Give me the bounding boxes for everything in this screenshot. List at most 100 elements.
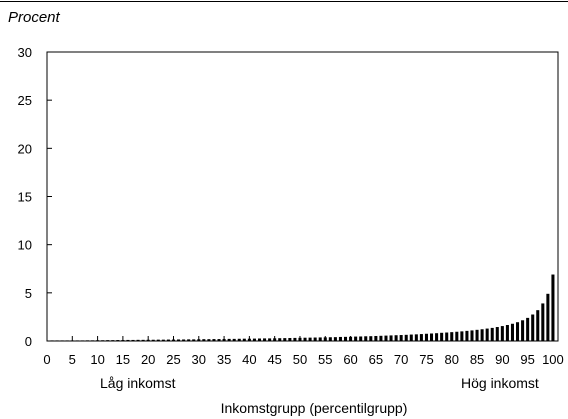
x-tick-label: 90 xyxy=(495,352,509,367)
bar xyxy=(111,340,115,341)
x-tick-label: 80 xyxy=(445,352,459,367)
unit-label: Procent xyxy=(8,9,61,26)
bar xyxy=(126,339,130,341)
bar xyxy=(490,327,494,341)
x-tick-label: 20 xyxy=(141,352,155,367)
bar xyxy=(445,332,449,341)
bar xyxy=(101,340,105,341)
bar xyxy=(237,338,241,341)
x-tick-label: 0 xyxy=(43,352,50,367)
bar xyxy=(338,336,342,341)
bar xyxy=(475,329,479,341)
bar xyxy=(470,330,474,341)
bar xyxy=(212,339,216,341)
bar xyxy=(354,336,358,341)
bar xyxy=(202,339,206,341)
bar xyxy=(541,303,545,341)
bar xyxy=(187,339,191,341)
bar xyxy=(136,339,140,341)
bar xyxy=(308,337,312,341)
bar xyxy=(50,340,54,341)
bar xyxy=(192,339,196,341)
x-tick-label: 70 xyxy=(394,352,408,367)
bar xyxy=(252,338,256,341)
bar xyxy=(546,293,550,341)
bar xyxy=(242,338,246,341)
x-tick-label: 25 xyxy=(166,352,180,367)
x-tick-label: 50 xyxy=(293,352,307,367)
bar xyxy=(232,338,236,341)
bar xyxy=(268,338,272,341)
x-tick-label: 35 xyxy=(217,352,231,367)
bar xyxy=(379,335,383,341)
bar xyxy=(75,340,79,341)
bar xyxy=(227,338,231,341)
bar xyxy=(404,334,408,341)
bar xyxy=(521,320,525,341)
top-rule xyxy=(0,1,568,2)
bar xyxy=(460,331,464,341)
y-tick-label: 0 xyxy=(25,334,32,349)
plot-frame xyxy=(46,51,559,342)
y-axis: 0 5 10 15 20 25 30 xyxy=(18,45,52,349)
bar xyxy=(65,340,69,341)
x-tick-label: 65 xyxy=(369,352,383,367)
x-tick-label: 40 xyxy=(242,352,256,367)
bar xyxy=(369,336,373,341)
y-tick-label: 5 xyxy=(25,286,32,301)
bar xyxy=(531,314,535,341)
bar xyxy=(333,337,337,341)
bar xyxy=(80,340,84,341)
bar xyxy=(91,340,95,341)
bar xyxy=(536,310,540,341)
x-tick-label: 15 xyxy=(116,352,130,367)
bar xyxy=(551,274,555,341)
bar xyxy=(313,337,317,341)
bar xyxy=(116,340,120,341)
bar xyxy=(394,335,398,341)
bar xyxy=(485,328,489,341)
x-tick-label: 30 xyxy=(192,352,206,367)
bar xyxy=(440,332,444,341)
bar xyxy=(505,325,509,341)
bar xyxy=(495,327,499,341)
bar xyxy=(141,339,145,341)
bar xyxy=(526,317,530,341)
bar xyxy=(435,333,439,341)
bar xyxy=(207,339,211,341)
bar xyxy=(283,338,287,341)
bar xyxy=(455,331,459,341)
bar xyxy=(151,339,155,341)
bar xyxy=(217,339,221,341)
bar xyxy=(106,340,110,341)
bar xyxy=(465,330,469,341)
y-tick-label: 15 xyxy=(18,190,32,205)
y-tick-label: 25 xyxy=(18,93,32,108)
bar xyxy=(177,339,181,341)
bar xyxy=(384,335,388,341)
bar xyxy=(263,338,267,341)
x-tick-label: 75 xyxy=(419,352,433,367)
bar xyxy=(430,333,434,341)
bar xyxy=(510,323,514,341)
bar xyxy=(318,337,322,341)
y-tick-label: 20 xyxy=(18,141,32,156)
bar xyxy=(419,334,423,341)
bar xyxy=(364,336,368,341)
y-tick-label: 10 xyxy=(18,238,32,253)
bar xyxy=(85,340,89,341)
bar xyxy=(288,338,292,341)
bar xyxy=(278,338,282,341)
bar xyxy=(389,335,393,341)
bar xyxy=(414,334,418,341)
bar xyxy=(55,340,59,341)
bar xyxy=(516,322,520,341)
bar xyxy=(343,336,348,341)
x-tick-label: 60 xyxy=(343,352,357,367)
x-axis: 0 5 10 15 20 25 30 35 40 45 50 55 60 65 70 75 80 85 90 95 10… xyxy=(43,336,564,367)
bar xyxy=(182,339,186,341)
bar xyxy=(60,340,64,341)
x-tick-label: 100 xyxy=(542,352,564,367)
x-tick-label: 10 xyxy=(90,352,104,367)
